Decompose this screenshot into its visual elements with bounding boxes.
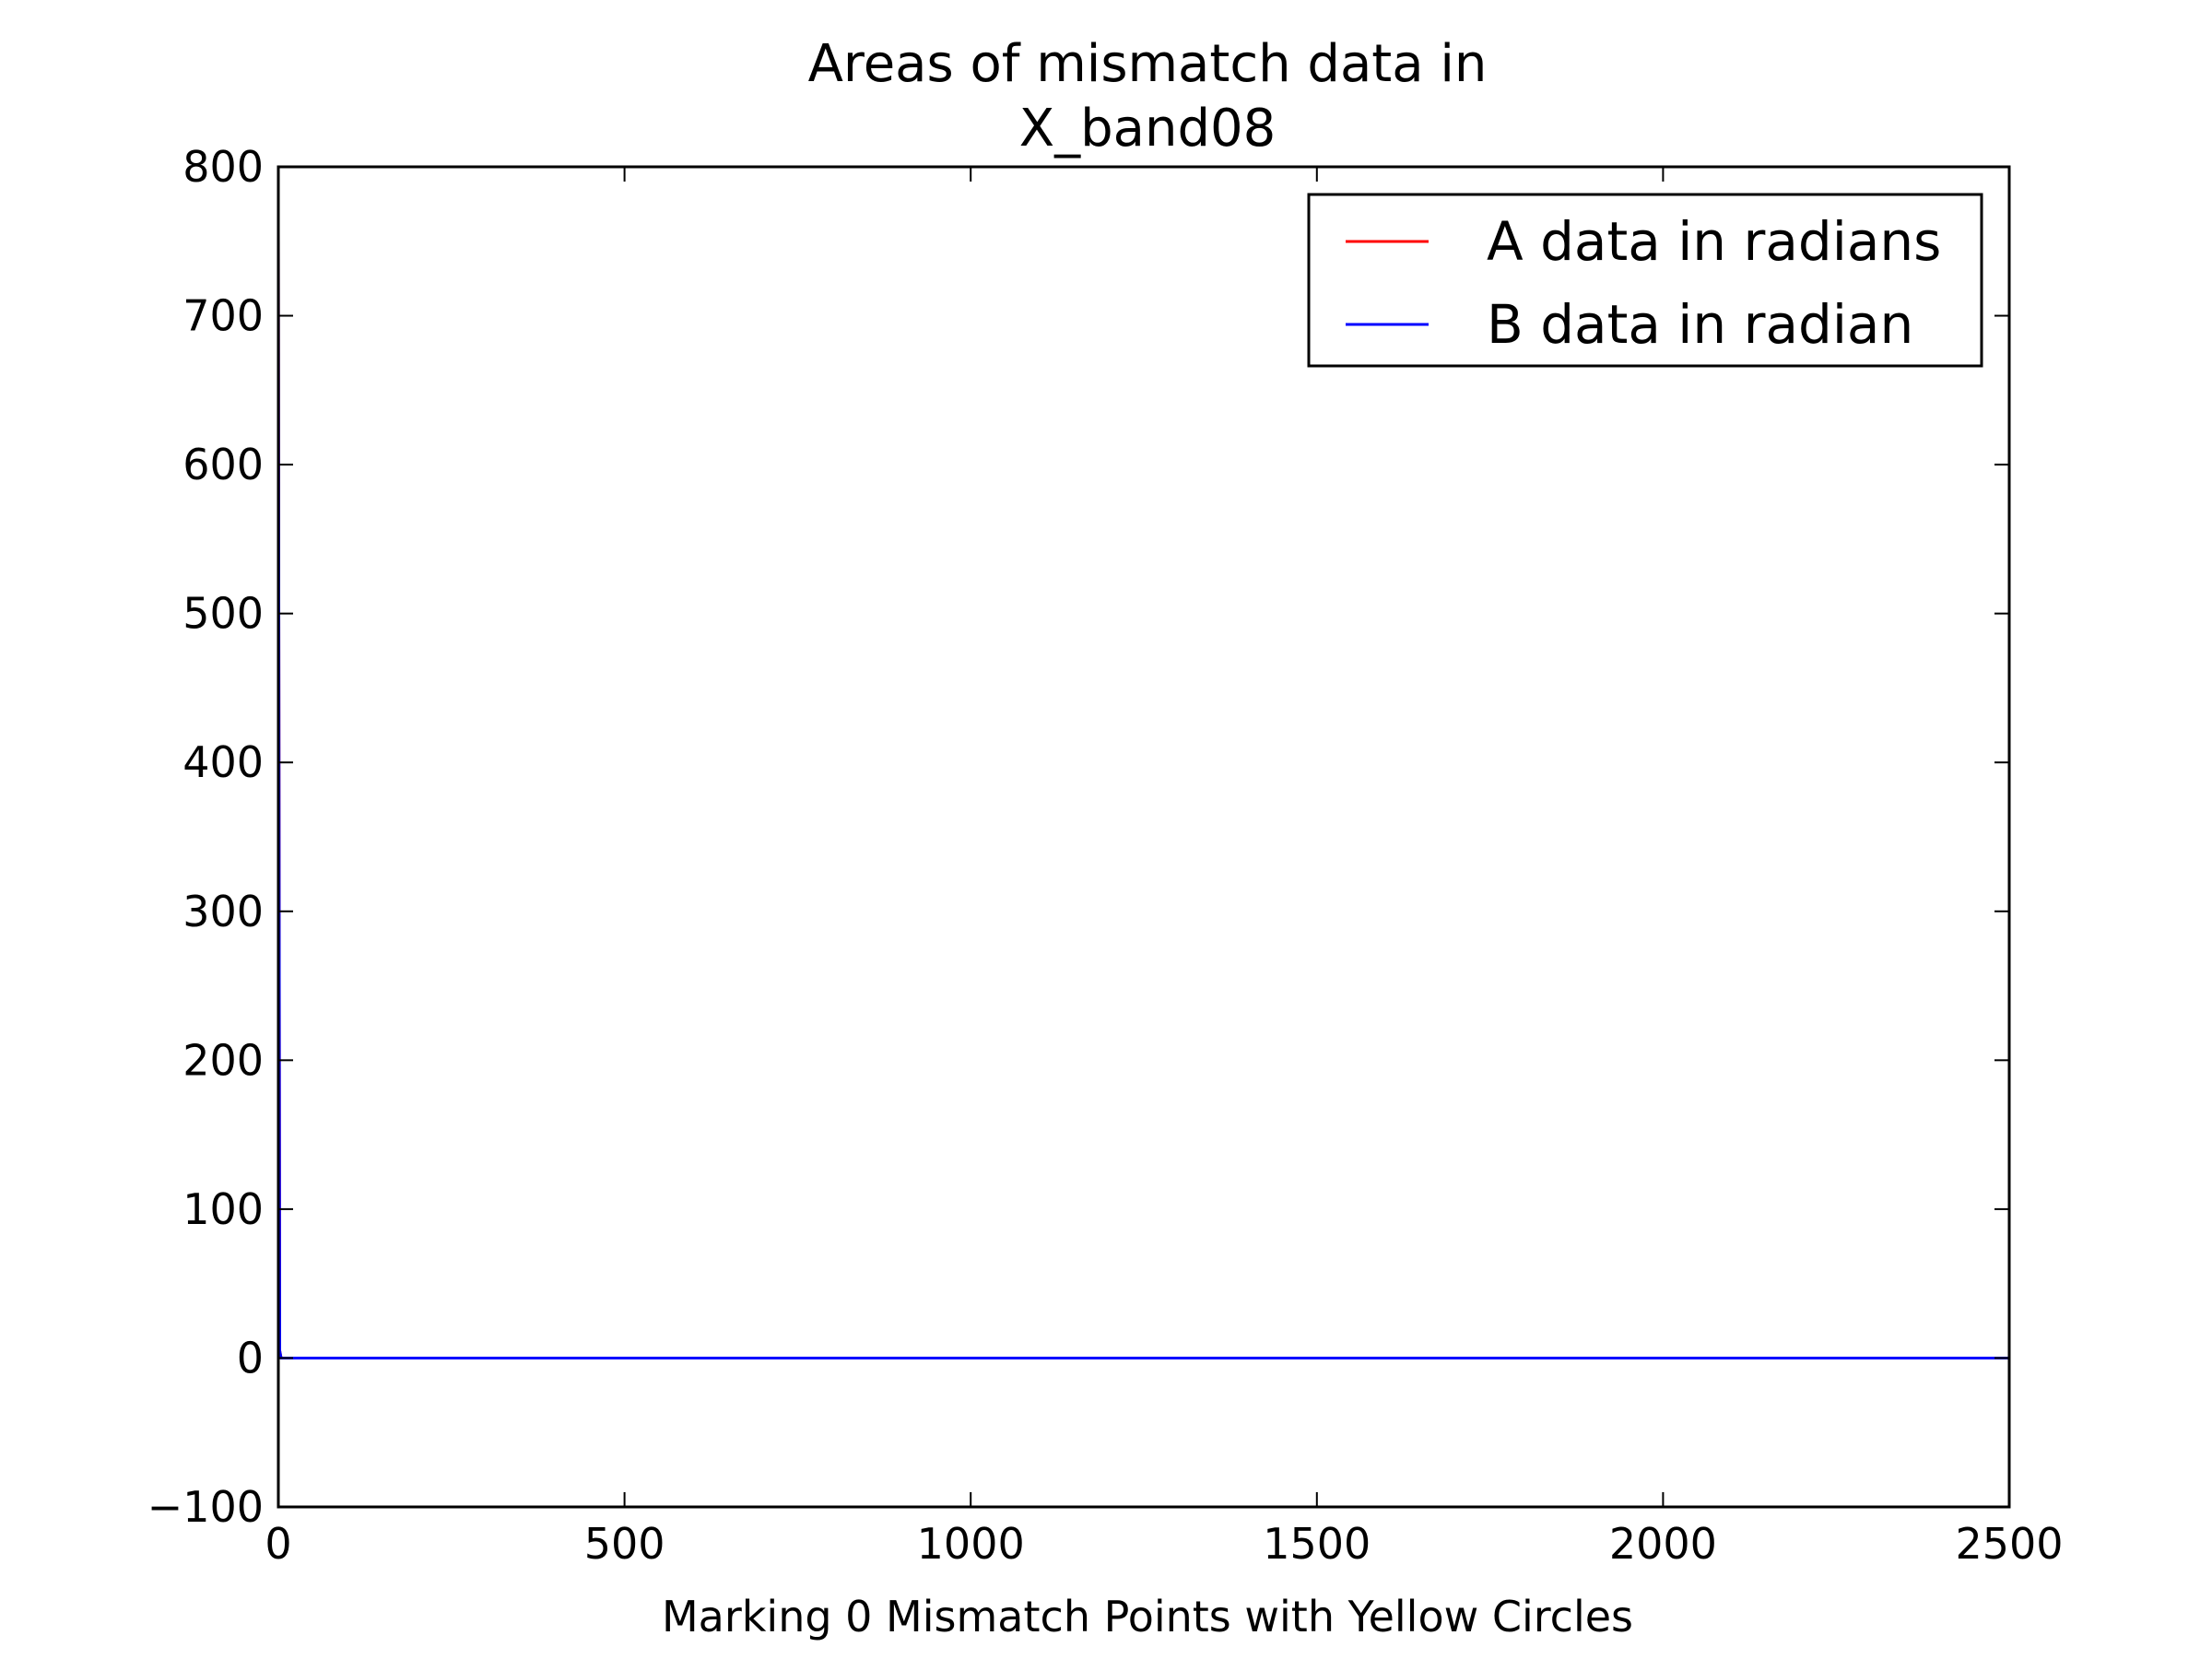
legend-label-a: A data in radians [1487, 210, 1941, 273]
series-group [278, 226, 2009, 1359]
tick-marks [277, 166, 2010, 1508]
x-tick-label: 1500 [1263, 1519, 1371, 1569]
y-tick-label: 100 [182, 1184, 264, 1234]
y-tick-label: 600 [182, 440, 264, 489]
chart-title-line-1: Areas of mismatch data in [808, 34, 1488, 94]
axes-frame [276, 165, 2011, 1509]
x-tick-label: 1000 [917, 1519, 1025, 1569]
x-tick-label: 2500 [1955, 1519, 2063, 1569]
y-tick-label: 800 [182, 142, 264, 192]
legend-box [1307, 193, 1983, 368]
legend-label-b: B data in radian [1487, 293, 1913, 356]
x-tick-label: 500 [584, 1519, 665, 1569]
x-axis-label: Marking 0 Mismatch Points with Yellow Ci… [662, 1592, 1633, 1641]
y-tick-label: 200 [182, 1035, 264, 1085]
y-tick-label: 500 [182, 589, 264, 639]
x-tick-label: 2000 [1609, 1519, 1717, 1569]
plot-layer: 0 500 1000 1500 2000 2500−1000100200300400500… [147, 142, 2064, 1569]
y-tick-label: 700 [182, 291, 264, 341]
y-tick-label: 0 [237, 1333, 264, 1382]
y-tick-label: 400 [182, 737, 264, 787]
y-tick-label: 300 [182, 887, 264, 936]
y-tick-label: −100 [147, 1482, 264, 1532]
chart-title-line-2: X_band08 [1019, 99, 1277, 159]
series-line-b [278, 226, 2009, 1359]
chart-legend: A data in radians B data in radian [1307, 193, 1983, 368]
series-line-a [278, 226, 2009, 1359]
x-tick-label: 0 [265, 1519, 291, 1569]
